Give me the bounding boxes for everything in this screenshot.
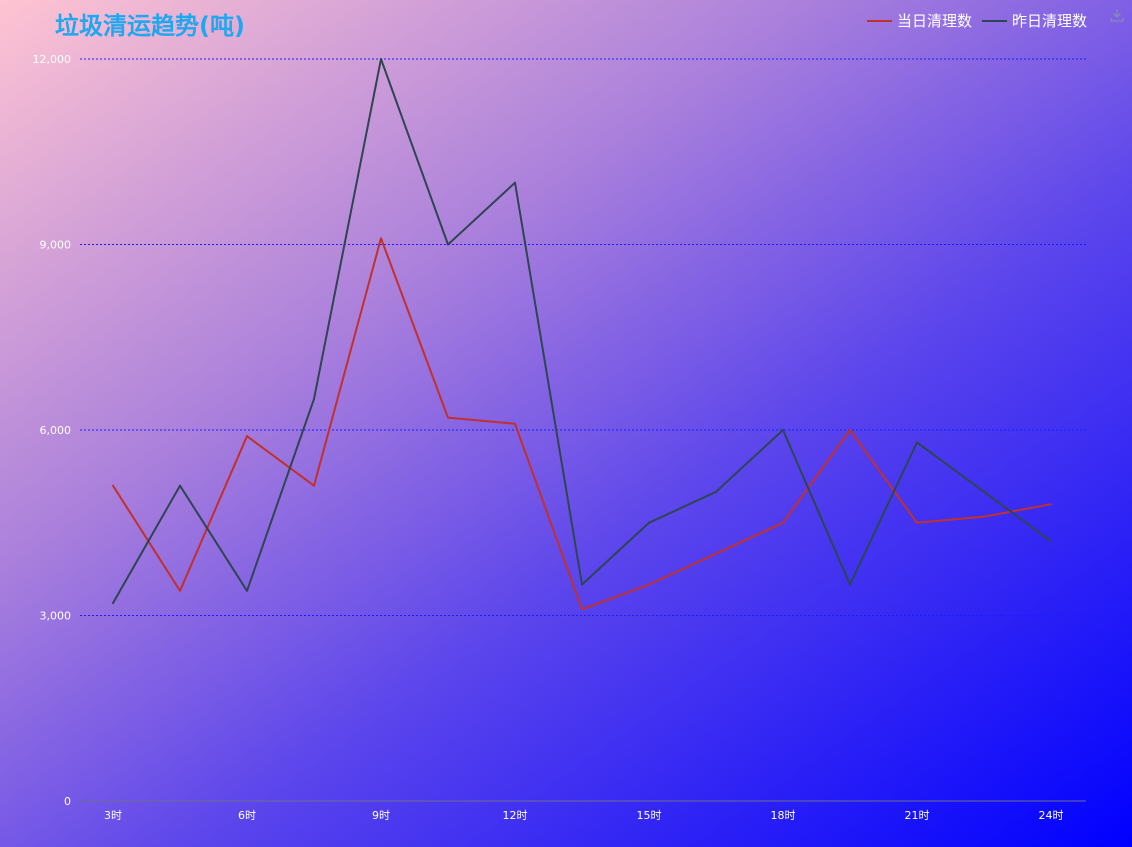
- legend-swatch-yesterday: [981, 19, 1007, 22]
- legend: 当日清理数 昨日清理数: [866, 10, 1087, 31]
- series-1-point: [581, 583, 583, 586]
- series-1-point: [179, 484, 181, 487]
- x-tick-label: 3时: [104, 809, 122, 822]
- series-1-point: [983, 490, 985, 493]
- series-1-point: [849, 583, 851, 586]
- y-tick-label: 3,000: [40, 610, 72, 623]
- series-0-point: [581, 608, 583, 611]
- series-0-point: [648, 583, 650, 586]
- series-0-point: [782, 521, 784, 524]
- y-tick-label: 9,000: [40, 239, 72, 252]
- series-1-point: [380, 58, 382, 60]
- x-tick-label: 9时: [372, 809, 390, 822]
- series-0-point: [246, 435, 248, 438]
- series-1-point: [782, 429, 784, 431]
- x-tick-label: 21时: [905, 809, 930, 822]
- series-0-point: [112, 484, 114, 487]
- chart-title: 垃圾清运趋势(吨): [55, 12, 245, 40]
- x-tick-label: 18时: [771, 809, 796, 822]
- series-line-0: [112, 237, 1052, 611]
- legend-item-yesterday[interactable]: 昨日清理数: [981, 10, 1087, 31]
- legend-label-today: 当日清理数: [896, 12, 972, 30]
- series-1-point: [514, 181, 516, 184]
- legend-swatch-today: [866, 19, 892, 22]
- y-tick-label: 12,000: [33, 53, 72, 66]
- x-tick-label: 24时: [1039, 809, 1064, 822]
- series-0-point: [849, 429, 851, 431]
- series-1-point: [916, 441, 918, 444]
- series-1-point: [447, 243, 449, 246]
- y-tick-label: 6,000: [40, 424, 72, 437]
- series-0-point: [380, 237, 382, 240]
- series-1-point: [246, 589, 248, 592]
- series-1-point: [112, 602, 114, 605]
- series-0-point: [916, 521, 918, 524]
- series-0-point: [447, 416, 449, 419]
- save-image-icon[interactable]: [1108, 6, 1126, 24]
- series-0-point: [983, 515, 985, 518]
- legend-label-yesterday: 昨日清理数: [1011, 12, 1087, 30]
- series-1-point: [1050, 540, 1052, 543]
- series-line-1: [112, 58, 1052, 604]
- series-0-point: [514, 422, 516, 425]
- x-tick-label: 15时: [637, 809, 662, 822]
- series-0-point: [1050, 503, 1052, 506]
- series-1-point: [648, 521, 650, 524]
- x-tick-label: 6时: [238, 809, 256, 822]
- series-0-point: [715, 552, 717, 555]
- y-tick-label: 0: [64, 795, 71, 808]
- legend-item-today[interactable]: 当日清理数: [866, 10, 972, 31]
- x-tick-label: 12时: [503, 809, 528, 822]
- series-1-point: [313, 398, 315, 401]
- series-0-point: [179, 589, 181, 592]
- series-1-point: [715, 490, 717, 493]
- series-0-point: [313, 484, 315, 487]
